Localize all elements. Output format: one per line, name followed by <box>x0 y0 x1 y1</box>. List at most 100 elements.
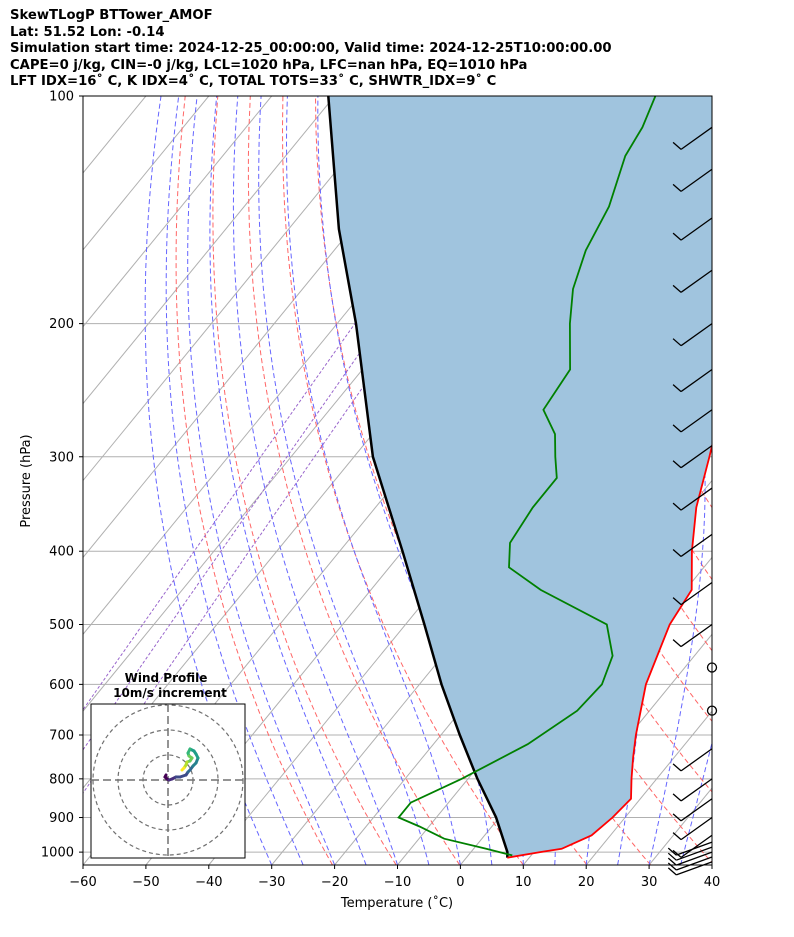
y-tick-label: 200 <box>49 317 74 332</box>
moist-adiabat <box>285 96 461 865</box>
isotherm <box>83 96 84 97</box>
isotherm <box>585 710 712 865</box>
wind-barb <box>680 269 713 293</box>
mixing-ratio-line <box>83 96 567 795</box>
dry-adiabat <box>705 96 712 114</box>
wind-profile-inset: Wind Profile 10m/s increment <box>90 671 246 859</box>
x-tick-label: −50 <box>132 875 159 890</box>
simulation-time-text: Simulation start time: 2024-12-25_00:00:… <box>10 41 612 56</box>
lifted-indices-text: LFT IDX=16˚ C, K IDX=4˚ C, TOTAL TOTS=33… <box>10 74 497 89</box>
wind-barb <box>680 126 713 150</box>
hodograph-segment <box>180 766 186 772</box>
wind-barb-feather <box>672 384 682 393</box>
wind-barb <box>680 748 713 772</box>
data-layer <box>327 96 712 859</box>
parcel-profile-line <box>327 96 509 858</box>
moist-adiabat <box>187 96 336 865</box>
wind-barb-feather <box>672 183 682 192</box>
wind-barb <box>680 168 713 192</box>
wind-barb-feather <box>667 847 677 856</box>
mixing-ratio-line <box>83 96 518 711</box>
wind-barb-feather <box>672 763 682 772</box>
wind-barb <box>680 834 713 858</box>
x-tick-label: 40 <box>704 875 721 890</box>
dry-adiabat <box>281 96 524 865</box>
temperature-line <box>507 442 712 859</box>
wind-barb <box>676 856 713 871</box>
y-tick-label: 600 <box>49 678 74 693</box>
wind-barb <box>680 368 713 393</box>
isotherm <box>83 96 210 251</box>
chart-header: SkewTLogP BTTower_AMOF Lat: 51.52 Lon: -… <box>10 8 612 91</box>
inset-subtitle: 10m/s increment <box>113 686 227 700</box>
wind-barb-feather <box>672 813 682 822</box>
dry-adiabat <box>175 96 333 865</box>
wind-barb <box>680 217 713 241</box>
wind-barb <box>680 816 713 841</box>
wind-barb-feather <box>672 832 682 841</box>
wind-barb-feather <box>672 460 682 469</box>
wind-barb-feather <box>672 639 682 648</box>
isotherm <box>83 96 335 405</box>
moist-adiabat <box>232 96 398 865</box>
wind-barb-feather <box>672 597 682 606</box>
wind-barb-feather <box>667 857 677 866</box>
isotherm <box>83 96 398 482</box>
chart-title: SkewTLogP BTTower_AMOF <box>10 8 213 23</box>
x-tick-label: 20 <box>578 875 595 890</box>
moist-adiabat <box>711 863 712 865</box>
y-tick-label: 400 <box>49 545 74 560</box>
y-axis-label: Pressure (hPa) <box>19 434 34 527</box>
wind-barb <box>680 798 713 822</box>
calm-wind-marker <box>706 705 718 716</box>
moist-adiabat <box>165 96 304 865</box>
x-tick-label: −30 <box>258 875 285 890</box>
moist-adiabat <box>209 96 367 865</box>
y-tick-label: 500 <box>49 618 74 633</box>
wind-barb-feather <box>672 793 682 802</box>
wind-barb <box>680 445 713 469</box>
wind-barb-feather <box>667 852 677 861</box>
stability-indices-text: CAPE=0 j/kg, CIN=-0 j/kg, LCL=1020 hPa, … <box>10 57 528 73</box>
inset-title: Wind Profile <box>125 671 208 685</box>
dry-adiabat <box>739 96 794 865</box>
wind-barb-feather <box>667 862 677 871</box>
x-axis-label: Temperature (˚C) <box>340 895 453 911</box>
x-tick-label: −10 <box>384 875 411 890</box>
y-tick-label: 100 <box>49 90 74 105</box>
x-tick-label: −20 <box>321 875 348 890</box>
wind-barbs <box>667 126 718 876</box>
dry-adiabat <box>247 96 461 865</box>
wind-barb <box>680 778 713 802</box>
wind-barb <box>680 623 713 648</box>
x-tick-label: −60 <box>69 875 96 890</box>
wind-barb <box>676 851 713 866</box>
wind-barb <box>676 861 713 876</box>
wind-barb-feather <box>672 338 682 347</box>
wind-barb <box>676 846 713 861</box>
wind-barb-feather <box>672 141 682 150</box>
x-tick-label: 30 <box>641 875 658 890</box>
y-tick-label: 300 <box>49 450 74 465</box>
wind-barb-feather <box>672 284 682 293</box>
wind-barb <box>680 581 713 606</box>
cape-cin-shading <box>328 96 712 858</box>
isotherm <box>711 864 712 865</box>
wind-barb-feather <box>672 232 682 241</box>
location-text: Lat: 51.52 Lon: -0.14 <box>10 24 165 40</box>
dewpoint-line <box>397 96 657 857</box>
moist-adiabat <box>144 96 273 865</box>
x-tick-label: 10 <box>515 875 532 890</box>
wind-barb <box>680 533 713 557</box>
wind-barb-feather <box>672 502 682 511</box>
y-tick-label: 900 <box>49 811 74 826</box>
wind-barb-feather <box>672 424 682 433</box>
wind-barb <box>680 487 713 511</box>
calm-wind-marker <box>706 662 718 673</box>
isotherm <box>83 96 273 328</box>
wind-barb-feather <box>672 849 682 858</box>
wind-barb <box>680 323 713 347</box>
x-tick-label: 0 <box>456 875 464 890</box>
y-tick-label: 700 <box>49 728 74 743</box>
